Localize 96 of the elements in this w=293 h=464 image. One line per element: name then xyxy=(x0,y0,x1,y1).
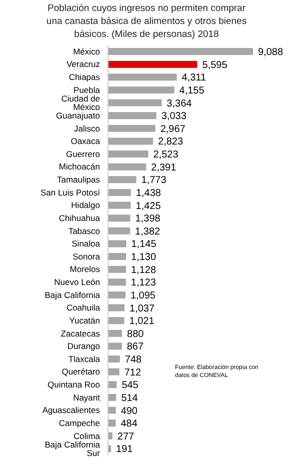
bar xyxy=(108,266,126,273)
bar xyxy=(108,48,253,55)
y-tick-label: Puebla xyxy=(74,84,100,95)
bar xyxy=(108,86,174,94)
bar xyxy=(108,291,126,298)
y-tick-label: Tlaxcala xyxy=(68,354,100,364)
data-label: 1,425 xyxy=(136,200,162,212)
bar xyxy=(108,99,162,106)
bar xyxy=(108,150,148,158)
bar xyxy=(108,304,125,312)
data-label: 2,391 xyxy=(151,162,177,174)
y-tick-label: Ciudad de México xyxy=(61,93,100,112)
data-label: 545 xyxy=(122,380,139,392)
bar xyxy=(108,240,126,248)
data-label: 1,145 xyxy=(131,239,157,250)
y-tick-label: Baja California xyxy=(44,290,100,300)
bar xyxy=(108,112,156,120)
bar xyxy=(108,188,131,196)
data-label: 1,130 xyxy=(131,252,156,263)
data-label: 2,967 xyxy=(160,124,186,135)
bar xyxy=(108,381,117,388)
data-label: 1,382 xyxy=(135,226,161,238)
y-tick-label: Coahuila xyxy=(66,302,100,313)
data-label: 880 xyxy=(127,328,144,340)
data-label: 2,823 xyxy=(158,136,184,148)
data-label: 1,037 xyxy=(130,303,156,314)
y-tick-label: Guanajuato xyxy=(56,110,100,120)
y-tick-label: Morelos xyxy=(70,264,100,274)
data-label: 1,095 xyxy=(130,290,156,302)
y-tick-label: Oaxaca xyxy=(70,136,100,146)
y-tick-label: Jalisco xyxy=(74,123,100,134)
data-label: 277 xyxy=(117,431,135,442)
y-tick-label: Hidalgo xyxy=(71,200,100,210)
data-label: 748 xyxy=(124,354,142,366)
y-tick-label: Aguascalientes xyxy=(42,405,100,416)
data-label: 1,123 xyxy=(130,278,156,289)
bar xyxy=(108,342,122,350)
bar xyxy=(108,138,154,145)
y-tick-label: México xyxy=(73,46,100,56)
y-tick-label: Veracruz xyxy=(66,59,100,70)
bar xyxy=(108,278,126,286)
data-label: 3,033 xyxy=(161,111,187,122)
bar xyxy=(108,60,198,68)
data-label: 1,021 xyxy=(129,316,155,328)
y-tick-label: Colima xyxy=(74,430,100,441)
y-tick-label: Nayarit xyxy=(73,392,101,402)
data-label: 191 xyxy=(116,444,134,456)
data-label: 4,311 xyxy=(182,72,207,84)
data-label: 1,773 xyxy=(141,175,167,186)
bar xyxy=(108,368,120,376)
data-label: 5,595 xyxy=(202,60,228,71)
y-tick-label: Querétaro xyxy=(62,366,100,377)
bar xyxy=(108,253,126,260)
y-tick-label: Yucatán xyxy=(69,315,100,326)
data-label: 867 xyxy=(126,342,144,353)
data-label: 514 xyxy=(121,392,138,404)
y-tick-label: Tamaulipas xyxy=(57,174,100,185)
bar xyxy=(108,330,122,337)
data-label: 490 xyxy=(120,406,138,417)
bar xyxy=(108,356,120,362)
bar xyxy=(108,317,124,324)
data-label: 1,438 xyxy=(136,188,162,199)
y-tick-label: Chiapas xyxy=(68,72,100,82)
data-label: 1,398 xyxy=(135,214,161,225)
data-label: 484 xyxy=(120,418,138,430)
bar xyxy=(108,176,136,184)
bar xyxy=(108,420,116,427)
bar xyxy=(108,124,156,132)
data-label: 9,088 xyxy=(258,47,284,58)
y-tick-label: Chihuahua xyxy=(58,212,100,223)
data-label: 1,128 xyxy=(130,264,156,276)
data-label: 3,364 xyxy=(166,98,192,110)
y-tick-label: San Luis Potosí xyxy=(40,187,101,198)
bar xyxy=(108,163,146,170)
bar xyxy=(108,74,177,81)
y-tick-label: Zacatecas xyxy=(60,328,100,338)
y-tick-label: Nuevo León xyxy=(54,277,100,288)
bar xyxy=(108,227,130,234)
y-tick-label: Quintana Roo xyxy=(48,380,100,390)
bar xyxy=(108,432,112,440)
y-tick-label: Guerrero xyxy=(66,148,100,159)
y-tick-label: Durango xyxy=(67,341,100,352)
bar xyxy=(108,406,116,414)
y-tick-label: Campeche xyxy=(58,418,100,428)
chart-title: Población cuyos ingresos no permiten comprar una canasta básica de alimentos y otros bienes básicos. (Miles de personas) 2018 xyxy=(45,2,248,41)
bar xyxy=(108,394,116,401)
y-tick-label: Sonora xyxy=(72,251,100,262)
bar xyxy=(108,202,131,209)
data-label: 712 xyxy=(124,367,142,378)
y-tick-label: Tabasco xyxy=(68,226,100,236)
y-tick-label: Michoacán xyxy=(58,162,100,172)
data-label: 2,523 xyxy=(153,150,179,160)
y-tick-label: Sinaloa xyxy=(72,238,100,249)
bar xyxy=(108,214,130,222)
y-tick-label: Baja California Sur xyxy=(44,439,100,458)
data-label: 4,155 xyxy=(179,85,205,96)
